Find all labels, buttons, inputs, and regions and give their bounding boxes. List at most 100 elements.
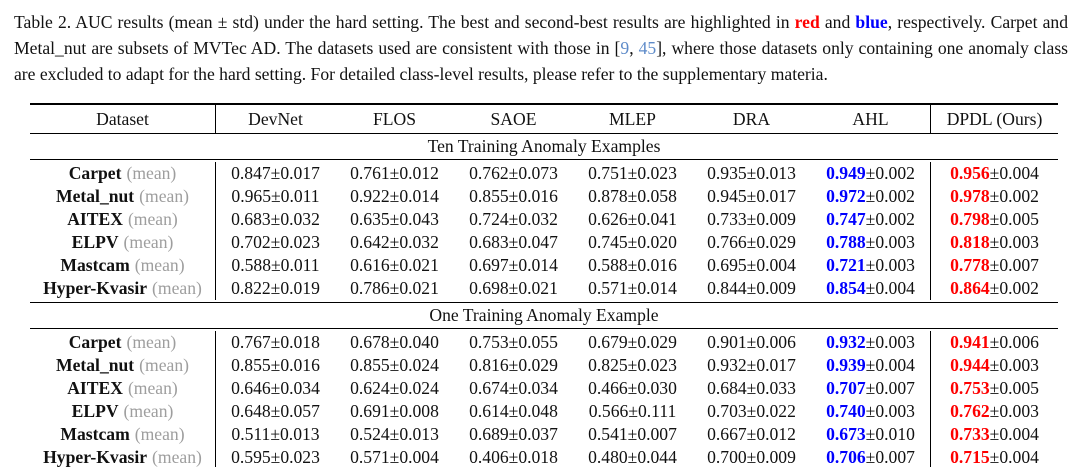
column-header-dpdl-ours: DPDL (Ours) — [930, 105, 1058, 133]
value-cell-mlep: 0.588±0.016 — [588, 255, 677, 275]
dataset-name: Mastcam — [60, 424, 130, 444]
column-header-dataset: Dataset — [30, 105, 216, 133]
citation-link[interactable]: 45 — [638, 38, 657, 58]
std-value: ±0.007 — [989, 255, 1039, 275]
value-cell-flos: 0.635±0.043 — [350, 209, 439, 229]
value-cell-dpdl-ours: 0.978 ±0.002 — [930, 185, 1058, 208]
best-value: 0.978 — [950, 186, 990, 206]
value-cell-saoe: 0.698±0.021 — [469, 278, 558, 298]
value-cell-saoe: 0.724±0.032 — [469, 209, 558, 229]
mean-tag: (mean) — [127, 378, 178, 398]
dataset-label-cell: Mastcam (mean) — [30, 254, 216, 277]
value-cell-dpdl-ours: 0.798 ±0.005 — [930, 208, 1058, 231]
table-row-hyper-kvasir: Hyper-Kvasir (mean) 0.595±0.023 0.571±0.004… — [30, 446, 1058, 467]
dataset-name: Hyper-Kvasir — [43, 447, 148, 467]
value-cell-flos: 0.855±0.024 — [350, 355, 439, 375]
dataset-name: Metal_nut — [55, 186, 135, 206]
second-best-value: 0.854 — [826, 278, 866, 298]
dataset-name: Mastcam — [60, 255, 130, 275]
value-cell-dra: 0.733±0.009 — [707, 209, 796, 229]
second-best-value: 0.932 — [826, 332, 866, 352]
column-header-dra: DRA — [732, 108, 771, 129]
std-value: ±0.005 — [989, 209, 1039, 229]
value-cell-flos: 0.642±0.032 — [350, 232, 439, 252]
second-best-value: 0.673 — [826, 424, 866, 444]
mean-tag: (mean) — [123, 232, 174, 252]
value-cell-saoe: 0.816±0.029 — [469, 355, 558, 375]
value-cell-devnet: 0.847±0.017 — [231, 163, 320, 183]
value-cell-dpdl-ours: 0.941 ±0.006 — [930, 331, 1058, 354]
value-cell-saoe: 0.683±0.047 — [469, 232, 558, 252]
dataset-label-cell: ELPV (mean) — [30, 231, 216, 254]
best-value: 0.733 — [950, 424, 990, 444]
value-cell-saoe: 0.689±0.037 — [469, 424, 558, 444]
dataset-name: Carpet — [68, 163, 122, 183]
dataset-name: Carpet — [68, 332, 122, 352]
second-best-value: 0.747 — [826, 209, 866, 229]
value-cell-devnet: 0.822±0.019 — [231, 278, 320, 298]
value-cell-flos: 0.786±0.021 — [350, 278, 439, 298]
citation-link[interactable]: 9 — [620, 38, 630, 58]
mean-tag: (mean) — [134, 424, 185, 444]
std-value: ±0.003 — [989, 355, 1039, 375]
caption-text-segment: Table 2. AUC results (mean ± std) under … — [14, 12, 795, 32]
value-cell-devnet: 0.855±0.016 — [231, 355, 320, 375]
value-cell-ahl: 0.740 ±0.003 — [811, 400, 930, 423]
value-cell-mlep: 0.626±0.041 — [588, 209, 677, 229]
dataset-name: ELPV — [71, 232, 119, 252]
std-value: ±0.004 — [865, 278, 915, 298]
value-cell-devnet: 0.595±0.023 — [231, 447, 320, 467]
dataset-name: Hyper-Kvasir — [43, 278, 148, 298]
dataset-label-cell: Carpet (mean) — [30, 162, 216, 185]
mean-tag: (mean) — [134, 255, 185, 275]
value-cell-dra: 0.766±0.029 — [707, 232, 796, 252]
value-cell-devnet: 0.588±0.011 — [231, 255, 320, 275]
column-header-saoe: SAOE — [490, 108, 537, 129]
dataset-label-cell: Hyper-Kvasir (mean) — [30, 277, 216, 300]
caption-text-segment: , respectively. Carpet and Metal_nut are… — [14, 12, 1069, 58]
value-cell-saoe: 0.753±0.055 — [469, 332, 558, 352]
value-cell-ahl: 0.707 ±0.007 — [811, 377, 930, 400]
value-cell-dpdl-ours: 0.944 ±0.003 — [930, 354, 1058, 377]
table-row-aitex: AITEX (mean) 0.683±0.032 0.635±0.043 0.724±0… — [30, 208, 1058, 231]
value-cell-flos: 0.616±0.021 — [350, 255, 439, 275]
second-best-value: 0.972 — [826, 186, 866, 206]
std-value: ±0.004 — [989, 424, 1039, 444]
value-cell-mlep: 0.541±0.007 — [588, 424, 677, 444]
std-value: ±0.003 — [865, 401, 915, 421]
caption-text-segment: ], where those datasets only containing … — [14, 38, 1069, 84]
best-value: 0.864 — [950, 278, 990, 298]
table-caption: Table 2. AUC results (mean ± std) under … — [14, 9, 1068, 87]
value-cell-mlep: 0.466±0.030 — [588, 378, 677, 398]
dataset-label-cell: AITEX (mean) — [30, 208, 216, 231]
second-best-value: 0.788 — [826, 232, 866, 252]
table-row-hyper-kvasir: Hyper-Kvasir (mean) 0.822±0.019 0.786±0.021… — [30, 277, 1058, 302]
std-value: ±0.003 — [865, 332, 915, 352]
std-value: ±0.003 — [989, 401, 1039, 421]
std-value: ±0.002 — [865, 209, 915, 229]
results-table-wrapper: Dataset DevNet FLOS SAOE MLEP DRA AHL DPDL (Our… — [30, 103, 1058, 467]
table-row-mastcam: Mastcam (mean) 0.511±0.013 0.524±0.013 0.689… — [30, 423, 1058, 446]
value-cell-devnet: 0.646±0.034 — [231, 378, 320, 398]
caption-text-segment: and — [819, 12, 856, 32]
std-value: ±0.004 — [865, 355, 915, 375]
value-cell-dpdl-ours: 0.818 ±0.003 — [930, 231, 1058, 254]
value-cell-flos: 0.624±0.024 — [350, 378, 439, 398]
value-cell-ahl: 0.949 ±0.002 — [811, 162, 930, 185]
table-row-aitex: AITEX (mean) 0.646±0.034 0.624±0.024 0.674±0… — [30, 377, 1058, 400]
std-value: ±0.006 — [989, 332, 1039, 352]
second-best-value: 0.707 — [826, 378, 866, 398]
mean-tag: (mean) — [152, 278, 202, 298]
best-value: 0.778 — [950, 255, 990, 275]
caption-text-segment: blue — [855, 12, 888, 32]
value-cell-dra: 0.700±0.009 — [707, 447, 796, 467]
value-cell-flos: 0.691±0.008 — [350, 401, 439, 421]
dataset-label-cell: Metal_nut (mean) — [30, 354, 216, 377]
value-cell-ahl: 0.747 ±0.002 — [811, 208, 930, 231]
value-cell-dra: 0.667±0.012 — [707, 424, 796, 444]
value-cell-dra: 0.695±0.004 — [707, 255, 796, 275]
best-value: 0.818 — [950, 232, 990, 252]
value-cell-dra: 0.844±0.009 — [707, 278, 796, 298]
value-cell-flos: 0.761±0.012 — [350, 163, 439, 183]
results-table: Dataset DevNet FLOS SAOE MLEP DRA AHL DPDL (Our… — [30, 103, 1058, 467]
